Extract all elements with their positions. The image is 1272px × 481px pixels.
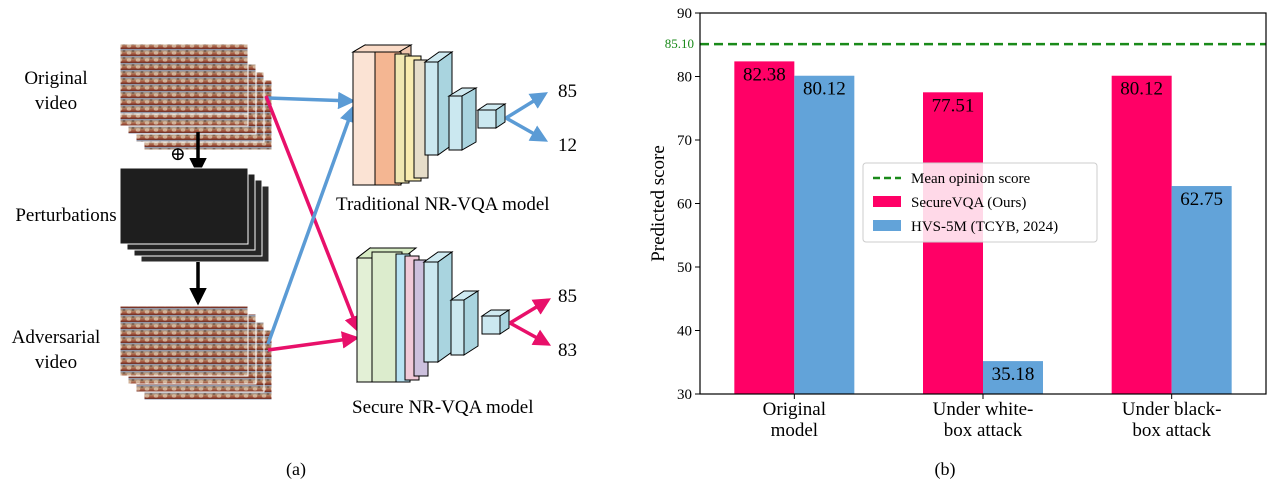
arrow-adversarial-to-traditional bbox=[266, 104, 357, 345]
y-tick-label: 40 bbox=[677, 324, 692, 340]
y-tick-label: 50 bbox=[677, 260, 692, 276]
plus-symbol: ⊕ bbox=[170, 144, 186, 165]
traditional-model-label: Traditional NR-VQA model bbox=[336, 194, 550, 215]
original-video-label-line1: Original bbox=[24, 68, 87, 89]
secure-output-arrow-down bbox=[509, 321, 552, 346]
mean-opinion-score-value-label: 85.10 bbox=[665, 36, 694, 51]
traditional-model-network bbox=[351, 44, 507, 186]
bar[interactable] bbox=[983, 361, 1043, 394]
perturbation-frames bbox=[119, 167, 270, 263]
secure-model-label: Secure NR-VQA model bbox=[352, 397, 534, 418]
bar-value-label: 77.51 bbox=[932, 95, 975, 116]
bar[interactable] bbox=[794, 75, 855, 394]
secure-output-arrow-up bbox=[509, 298, 551, 325]
bar[interactable] bbox=[1111, 75, 1172, 394]
adversarial-video-frames bbox=[119, 305, 273, 401]
bar[interactable] bbox=[923, 92, 983, 395]
legend-label: HVS-5M (TCYB, 2024) bbox=[911, 219, 1058, 235]
adversarial-video-label-line1: Adversarial bbox=[12, 327, 101, 348]
bar-value-label: 80.12 bbox=[803, 79, 846, 100]
arrow-original-to-secure bbox=[264, 95, 362, 334]
bar[interactable] bbox=[1171, 186, 1232, 394]
traditional-output-arrow-up bbox=[505, 92, 548, 120]
arrow-original-to-traditional bbox=[267, 91, 356, 110]
bar-value-label: 35.18 bbox=[992, 364, 1035, 385]
legend-box bbox=[862, 162, 1098, 243]
traditional-output-2: 12 bbox=[558, 135, 577, 156]
x-tick-label: Original model bbox=[763, 399, 826, 441]
y-tick-label: 30 bbox=[677, 387, 692, 403]
original-video-label-line2: video bbox=[35, 93, 77, 114]
bar-chart: 82.38 77.51 80.12 80.12 35.18 62.75 85.10 30 40 5… bbox=[648, 6, 1267, 480]
traditional-output-1: 85 bbox=[558, 81, 577, 102]
x-tick-label: Under black-box attack bbox=[1122, 399, 1222, 441]
bar-value-label: 62.75 bbox=[1180, 189, 1223, 210]
adversarial-video-label-line2: video bbox=[35, 352, 77, 373]
x-tick-label: Under white-box attack bbox=[933, 399, 1034, 441]
caption-a: (a) bbox=[286, 459, 306, 480]
y-axis-label: Predicted score bbox=[648, 145, 669, 262]
arrow-adversarial-to-secure bbox=[267, 331, 360, 352]
y-tick-label: 90 bbox=[677, 6, 692, 22]
legend-swatch bbox=[873, 196, 901, 207]
bar-value-label: 80.12 bbox=[1120, 79, 1163, 100]
secure-output-2: 83 bbox=[558, 340, 577, 361]
bar[interactable] bbox=[734, 61, 795, 395]
y-tick-label: 80 bbox=[677, 70, 692, 86]
bar-value-label: 82.38 bbox=[743, 64, 786, 85]
pipeline-diagram: Original video ⊕ Perturbations Adversari… bbox=[12, 43, 577, 480]
legend-label: SecureVQA (Ours) bbox=[911, 195, 1026, 211]
caption-b: (b) bbox=[935, 459, 956, 480]
perturbations-label: Perturbations bbox=[15, 205, 116, 226]
secure-output-1: 85 bbox=[558, 286, 577, 307]
legend-label-mean-opinion-score: Mean opinion score bbox=[911, 171, 1030, 187]
original-video-frames bbox=[119, 43, 273, 151]
y-tick-label: 60 bbox=[677, 197, 692, 213]
secure-model-network bbox=[355, 246, 511, 384]
y-tick-label: 70 bbox=[677, 133, 692, 149]
legend-swatch bbox=[873, 220, 901, 231]
traditional-output-arrow-down bbox=[505, 116, 549, 142]
